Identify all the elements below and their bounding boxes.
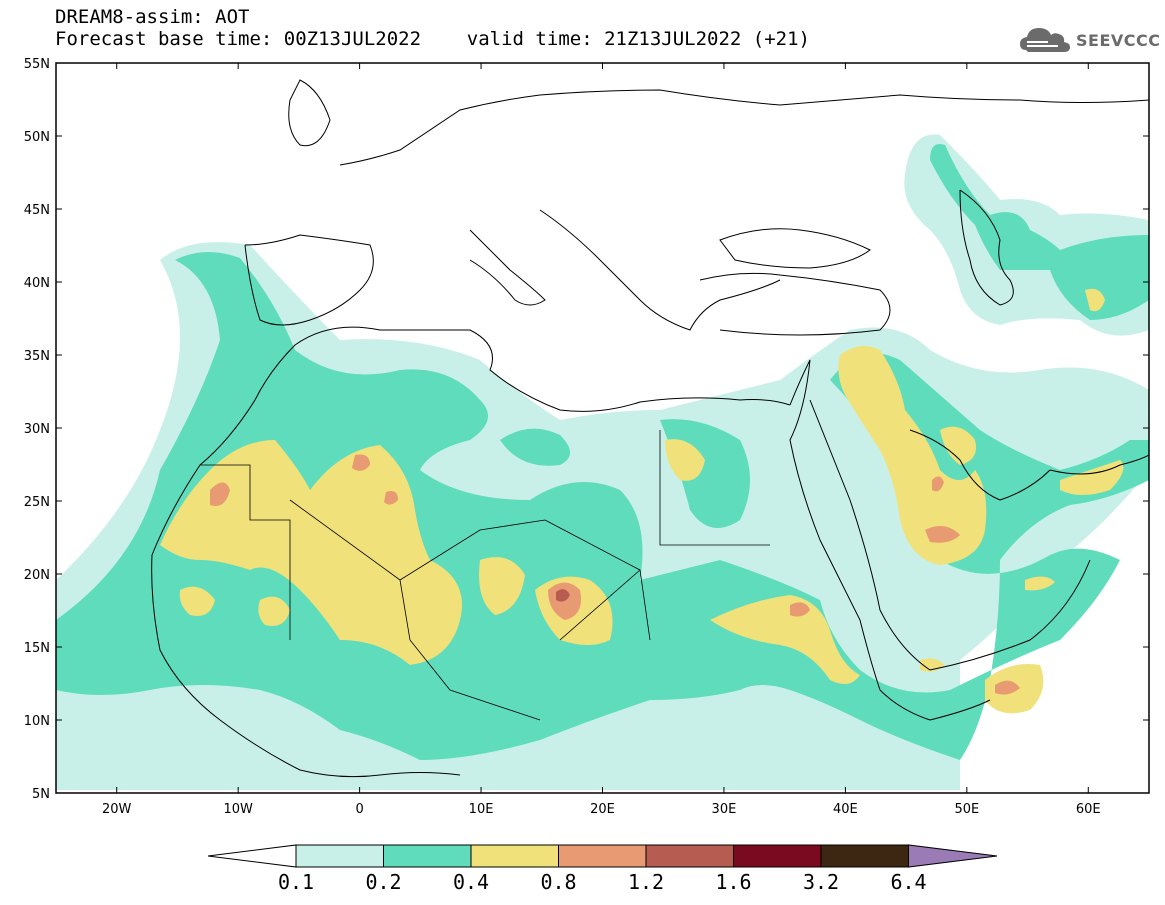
aot-contour-0.8 — [384, 491, 398, 505]
coastline-iberia — [244, 234, 374, 326]
latitude-axis: 55N 50N 45N 40N 35N 30N 25N 20N 15N 10N 5N — [24, 57, 1149, 802]
colorbar-box — [820, 844, 909, 868]
lat-tick-label: 40N — [24, 276, 50, 291]
aot-contour-0.2 — [500, 428, 570, 466]
lon-tick-label: 20E — [590, 802, 615, 817]
longitude-axis: 20W 10W 0 10E 20E 30E 40E 50E 60E — [102, 63, 1101, 817]
lon-tick-label: 10E — [469, 802, 494, 817]
colorbar-label: 3.2 — [803, 870, 839, 894]
lon-tick-label: 20W — [102, 802, 132, 817]
colorbar-label: 0.8 — [540, 870, 576, 894]
lat-tick-label: 25N — [24, 495, 50, 510]
colorbar-label: 0.4 — [453, 870, 489, 894]
coastline-black-sea — [719, 228, 871, 269]
lat-tick-label: 50N — [24, 130, 50, 145]
lat-tick-label: 5N — [32, 787, 50, 802]
colorbar-label: 1.6 — [715, 870, 751, 894]
aot-contour-0.8 — [925, 526, 960, 543]
lat-tick-label: 30N — [24, 422, 50, 437]
lat-tick-label: 35N — [24, 349, 50, 364]
aot-contour-0.4 — [1085, 288, 1105, 312]
lon-tick-label: 30E — [712, 802, 737, 817]
aot-contour-0.4 — [710, 595, 860, 684]
lat-tick-label: 20N — [24, 568, 50, 583]
aot-contour-0.8 — [995, 680, 1020, 695]
coastlines — [151, 79, 1149, 778]
aot-contour-0.8 — [790, 602, 810, 617]
coastline-west-africa — [151, 554, 461, 778]
logo-text: SEEVCCC — [1076, 31, 1161, 50]
colorbar-box — [383, 844, 472, 868]
aot-contour-0.4 — [1060, 460, 1124, 495]
colorbar-box — [733, 844, 822, 868]
lon-tick-label: 50E — [954, 802, 979, 817]
aot-contour-1.2 — [556, 589, 570, 602]
aot-contour-0.8 — [932, 476, 944, 492]
lon-tick-label: 40E — [833, 802, 858, 817]
coastline-anatolia — [699, 272, 891, 336]
colorbar-box — [295, 844, 384, 868]
colorbar-over-triangle — [908, 844, 998, 868]
lat-tick-label: 45N — [24, 203, 50, 218]
lon-tick-label: 60E — [1076, 802, 1101, 817]
aot-contour-0.4 — [940, 426, 976, 465]
lat-tick-label: 10N — [24, 714, 50, 729]
coastline-arabia — [809, 399, 1091, 671]
border-lines — [200, 430, 770, 721]
coastline-gulf — [909, 429, 1051, 501]
seevccc-logo: SEEVCCC — [1018, 22, 1161, 58]
forecast-time-line: Forecast base time: 00Z13JUL2022 valid t… — [55, 28, 810, 50]
lon-tick-label: 0 — [355, 802, 363, 817]
colorbar-label: 0.1 — [278, 870, 314, 894]
coastline-iran-pakistan — [1049, 454, 1149, 475]
coastline-europe — [339, 89, 1149, 166]
aot-contour-0.8 — [352, 454, 370, 471]
lat-tick-label: 55N — [24, 57, 50, 72]
coastline-africa-north — [151, 326, 791, 556]
colorbar-box — [558, 844, 647, 868]
coastline-balkans — [539, 209, 781, 331]
coastline-levant-redsea — [789, 359, 881, 691]
cloud-icon — [1020, 28, 1070, 52]
lon-tick-label: 10W — [223, 802, 253, 817]
aot-contour-0.8 — [210, 482, 230, 506]
colorbar-box — [470, 844, 559, 868]
aot-contour-0.4 — [838, 346, 987, 565]
coastline-britain — [288, 79, 331, 147]
coastline-caspian — [959, 189, 1014, 306]
lat-tick-label: 15N — [24, 641, 50, 656]
colorbar-under-triangle — [207, 844, 297, 868]
colorbar-box — [645, 844, 734, 868]
aot-contour-0.4 — [479, 557, 525, 615]
aot-contour-0.4 — [258, 596, 290, 626]
colorbar-label: 0.2 — [365, 870, 401, 894]
aot-field — [56, 134, 1149, 791]
aot-contour-0.4 — [665, 439, 705, 481]
map-title: DREAM8-assim: AOT — [55, 6, 250, 28]
aot-contour-0.2 — [930, 144, 1149, 320]
aot-contour-0.4 — [1025, 576, 1055, 591]
coastline-italy — [469, 229, 546, 306]
aot-contour-0.4 — [179, 586, 215, 616]
colorbar-label: 1.2 — [628, 870, 664, 894]
colorbar-label: 6.4 — [890, 870, 926, 894]
coastline-horn-africa — [879, 689, 991, 721]
